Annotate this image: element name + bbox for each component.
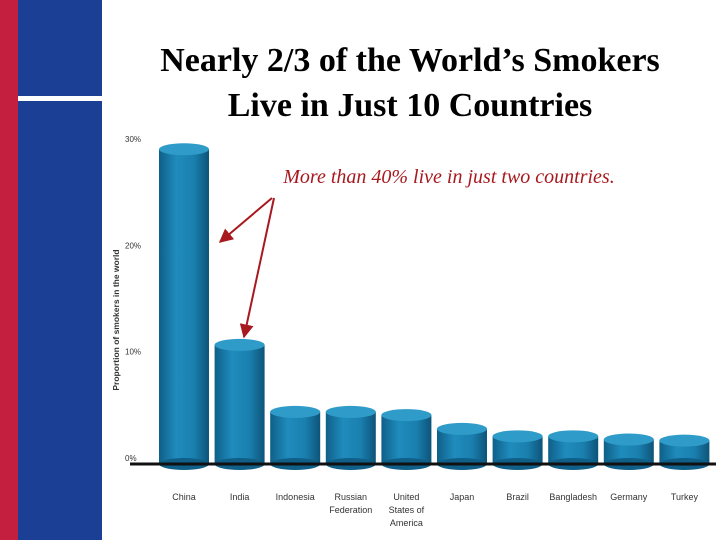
left-band-divider	[18, 96, 102, 101]
y-tick-label: 0%	[125, 454, 137, 463]
bar	[214, 338, 265, 470]
bar	[492, 430, 543, 470]
bar-cap	[659, 434, 710, 447]
x-tick-label: Brazil	[506, 492, 529, 502]
annotation-arrow-india	[239, 197, 275, 339]
bar-cap	[270, 405, 321, 418]
bar-chart: Proportion of smokers in the world 0% 10%…	[111, 135, 716, 528]
bar-cap	[159, 143, 209, 156]
x-tick-label: China	[172, 492, 196, 502]
bar-cap	[492, 430, 543, 443]
y-tick-label: 10%	[125, 348, 141, 357]
title-line-2: Live in Just 10 Countries	[227, 87, 593, 124]
left-red-band	[0, 0, 18, 540]
y-tick-label: 30%	[125, 135, 141, 144]
annotation-arrow-china	[218, 197, 273, 243]
bar-body	[659, 440, 710, 464]
bar	[548, 430, 599, 470]
x-tick-label: Turkey	[671, 492, 699, 502]
annotation-text: More than 40% live in just two countries…	[282, 166, 614, 188]
x-tick-label: India	[230, 492, 250, 502]
title-line-1: Nearly 2/3 of the World’s Smokers	[160, 42, 660, 79]
x-tick-label: Russian Federation	[329, 492, 372, 515]
bar-body	[270, 411, 321, 464]
bar-cap	[214, 338, 265, 351]
bar	[159, 143, 209, 470]
bar-body	[159, 149, 209, 464]
bar	[270, 405, 321, 470]
bar-cap	[437, 422, 487, 435]
bar	[325, 405, 376, 470]
left-blue-band	[18, 0, 102, 540]
x-tick-label: United States of America	[389, 492, 425, 528]
bar-body	[214, 344, 265, 464]
x-tick-label: Germany	[610, 492, 648, 502]
x-tick-label: Indonesia	[276, 492, 315, 502]
bar-body	[381, 415, 432, 464]
bar	[659, 434, 710, 470]
bar	[437, 422, 487, 470]
slide-title: Nearly 2/3 of the World’s Smokers Live i…	[100, 38, 720, 128]
y-tick-label: 20%	[125, 241, 141, 250]
x-tick-label: Japan	[450, 492, 475, 502]
x-tick-label: Bangladesh	[549, 492, 597, 502]
bar-cap	[381, 409, 432, 422]
bar-body	[325, 411, 376, 464]
bar-cap	[325, 405, 376, 418]
bar-cap	[603, 433, 654, 446]
bar-cap	[548, 430, 599, 443]
bar	[381, 409, 432, 470]
y-axis-label: Proportion of smokers in the world	[111, 249, 121, 390]
